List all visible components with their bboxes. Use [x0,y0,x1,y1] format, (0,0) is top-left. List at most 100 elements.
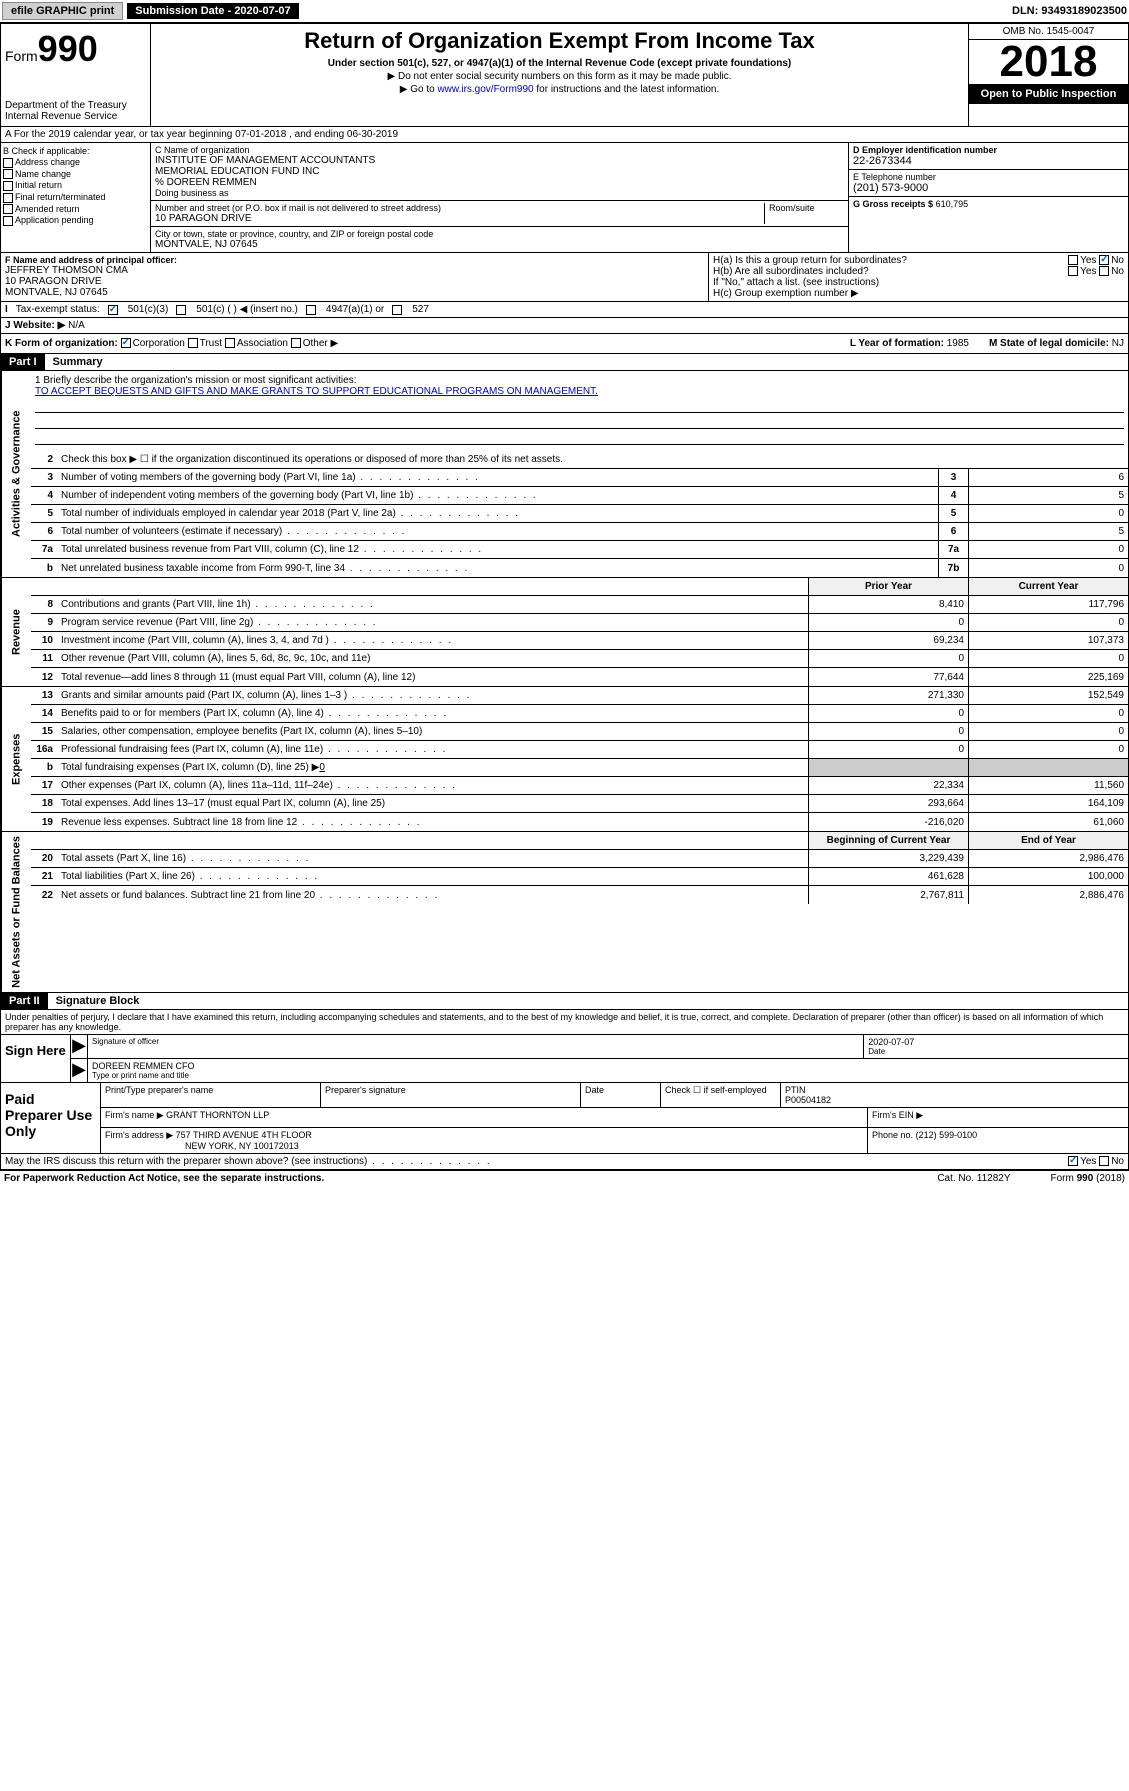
l-val: 1985 [947,338,969,349]
efile-btn[interactable]: efile GRAPHIC print [2,2,123,20]
firm-addr1: 757 THIRD AVENUE 4TH FLOOR [176,1130,312,1140]
part-1-title: Summary [45,354,111,370]
note-ssn: ▶ Do not enter social security numbers o… [155,71,964,82]
gross-value: 610,795 [936,199,969,209]
line-7a: Total unrelated business revenue from Pa… [57,542,938,557]
ein-value: 22-2673344 [853,155,1124,167]
val-21p: 461,628 [808,868,968,885]
val-15p: 0 [808,723,968,740]
city-label: City or town, state or province, country… [155,229,844,239]
val-16ap: 0 [808,741,968,758]
dept-label: Department of the Treasury Internal Reve… [5,100,146,122]
line-22: Net assets or fund balances. Subtract li… [57,888,808,903]
note-link: ▶ Go to www.irs.gov/Form990 for instruct… [155,84,964,95]
val-9p: 0 [808,614,968,631]
perjury-text: Under penalties of perjury, I declare th… [0,1010,1129,1035]
section-i: I Tax-exempt status: 501(c)(3) 501(c) ( … [0,302,1129,318]
discuss-text: May the IRS discuss this return with the… [5,1156,492,1167]
line-3: Number of voting members of the governin… [57,470,938,485]
val-12c: 225,169 [968,668,1128,686]
k-assoc: Association [237,338,288,349]
line-6: Total number of volunteers (estimate if … [57,524,938,539]
cb-address: Address change [15,157,80,167]
prep-h5: PTIN [785,1085,1124,1095]
dln: DLN: 93493189023500 [1012,5,1127,17]
section-j: J Website: ▶ N/A [0,318,1129,334]
sig-date: 2020-07-07 [868,1037,1124,1047]
val-14c: 0 [968,705,1128,722]
line-5: Total number of individuals employed in … [57,506,938,521]
mission-text: TO ACCEPT BEQUESTS AND GIFTS AND MAKE GR… [35,386,1124,397]
irs-link[interactable]: www.irs.gov/Form990 [437,84,533,95]
val-18c: 164,109 [968,795,1128,812]
val-15c: 0 [968,723,1128,740]
officer-print-name: DOREEN REMMEN CFO [92,1061,1124,1071]
part-2-title: Signature Block [48,993,148,1009]
website-value: N/A [68,320,85,331]
firm-ein-label: Firm's EIN ▶ [868,1108,1128,1127]
form-subtitle: Under section 501(c), 527, or 4947(a)(1)… [155,58,964,69]
opt-501c3: 501(c)(3) [128,304,169,315]
line-14: Benefits paid to or for members (Part IX… [57,706,808,721]
cb-initial: Initial return [15,180,62,190]
firm-phone-label: Phone no. [872,1130,913,1140]
val-6: 5 [968,523,1128,540]
footer-right: Form 990 (2018) [1051,1173,1125,1184]
prep-label: Paid Preparer Use Only [1,1083,101,1153]
room-label: Room/suite [764,203,844,224]
c-name-label: C Name of organization [155,145,844,155]
form-label: Form [5,48,38,64]
firm-label: Firm's name ▶ [105,1110,164,1120]
section-c: C Name of organization INSTITUTE OF MANA… [151,143,848,252]
line-18: Total expenses. Add lines 13–17 (must eq… [57,796,808,811]
line-2: Check this box ▶ ☐ if the organization d… [57,452,1128,467]
part-1-hdr: Part I [1,354,45,370]
ha-label: H(a) Is this a group return for subordin… [713,255,907,266]
prep-h4: Check ☐ if self-employed [661,1083,781,1107]
open-public: Open to Public Inspection [969,84,1128,104]
side-revenue: Revenue [1,578,31,686]
row-a-period: A For the 2019 calendar year, or tax yea… [0,127,1129,143]
k-label: K Form of organization: [5,338,118,349]
section-f: F Name and address of principal officer:… [1,253,708,301]
val-13c: 152,549 [968,687,1128,704]
dba-label: Doing business as [155,188,844,198]
org-address: 10 PARAGON DRIVE [155,213,764,224]
line-17: Other expenses (Part IX, column (A), lin… [57,778,808,793]
f-label: F Name and address of principal officer: [5,255,704,265]
form-title: Return of Organization Exempt From Incom… [155,28,964,54]
k-other: Other ▶ [303,338,338,349]
footer: For Paperwork Reduction Act Notice, see … [0,1170,1129,1186]
sign-here-label: Sign Here [1,1035,71,1082]
line-11: Other revenue (Part VIII, column (A), li… [57,651,808,666]
val-22c: 2,886,476 [968,886,1128,904]
line-16b: Total fundraising expenses (Part IX, col… [57,760,808,775]
sign-section: Sign Here ▶ Signature of officer 2020-07… [0,1035,1129,1083]
val-20p: 3,229,439 [808,850,968,867]
ptin-val: P00504182 [785,1095,1124,1105]
val-17p: 22,334 [808,777,968,794]
val-17c: 11,560 [968,777,1128,794]
org-city: MONTVALE, NJ 07645 [155,239,844,250]
val-7b: 0 [968,559,1128,577]
ein-label: D Employer identification number [853,145,1124,155]
cb-final: Final return/terminated [15,192,106,202]
k-corp: Corporation [133,338,185,349]
line-16a: Professional fundraising fees (Part IX, … [57,742,808,757]
section-bcd: B Check if applicable: Address change Na… [0,143,1129,253]
name-label: Type or print name and title [92,1071,1124,1080]
val-8c: 117,796 [968,596,1128,613]
section-h: H(a) Is this a group return for subordin… [708,253,1128,301]
form-header: Form990 Department of the Treasury Inter… [0,23,1129,127]
submission-date: Submission Date - 2020-07-07 [127,3,298,19]
i-label: I [5,304,8,315]
line-10: Investment income (Part VIII, column (A)… [57,633,808,648]
top-bar: efile GRAPHIC print Submission Date - 20… [0,0,1129,23]
addr-label: Number and street (or P.O. box if mail i… [155,203,764,213]
section-k: K Form of organization: Corporation Trus… [0,334,1129,354]
val-14p: 0 [808,705,968,722]
val-11p: 0 [808,650,968,667]
phone-label: E Telephone number [853,172,1124,182]
line-21: Total liabilities (Part X, line 26) [57,869,808,884]
line-12: Total revenue—add lines 8 through 11 (mu… [57,670,808,685]
